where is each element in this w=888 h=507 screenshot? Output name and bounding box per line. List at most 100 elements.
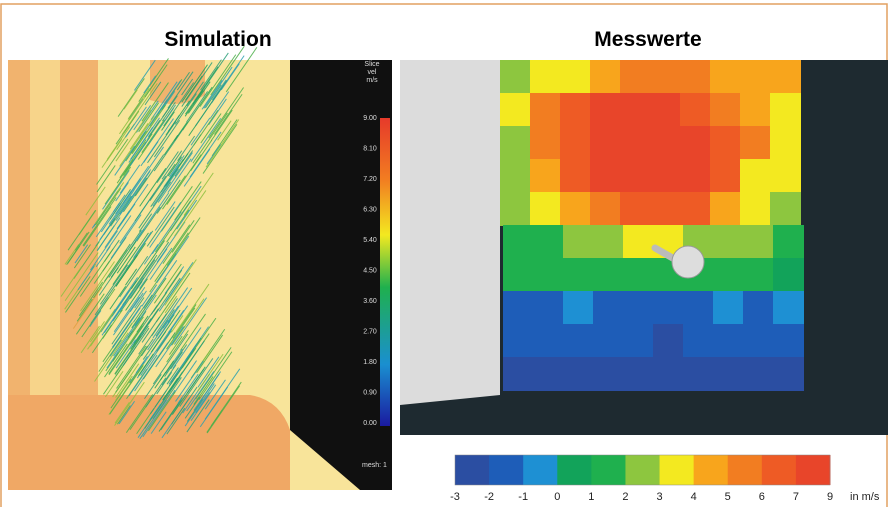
heat-cell (623, 357, 654, 391)
heat-cell (530, 126, 561, 160)
scale-tick-label: 9.00 (363, 115, 377, 122)
heat-cell (533, 357, 564, 391)
scale-tick-label: 2.70 (363, 329, 377, 336)
heat-cell (743, 258, 774, 292)
legend-swatch (660, 455, 695, 485)
heat-cell (623, 225, 654, 259)
heat-cell (710, 60, 741, 94)
heat-cell (683, 357, 714, 391)
scale-header: vel (368, 69, 377, 76)
legend-tick-label: -2 (484, 491, 494, 503)
heat-cell (560, 159, 591, 193)
heat-cell (590, 60, 621, 94)
legend-tick-label: 2 (622, 491, 628, 503)
heat-cell (773, 225, 804, 259)
heat-cell (593, 291, 624, 325)
heat-cell (620, 93, 651, 127)
heat-cell (503, 324, 534, 358)
heat-cell (500, 93, 531, 127)
heat-cell (713, 225, 744, 259)
heat-cell (650, 93, 681, 127)
scale-tick-label: 0.00 (363, 420, 377, 427)
probe-head (672, 246, 704, 278)
heat-cell (560, 93, 591, 127)
heat-cell (620, 159, 651, 193)
heat-cell (500, 192, 531, 226)
heat-cell (680, 60, 711, 94)
legend-tick-label: 7 (793, 491, 799, 503)
heat-cell (503, 357, 534, 391)
heat-cell (680, 192, 711, 226)
heat-cell (533, 225, 564, 259)
heat-cell (533, 291, 564, 325)
heat-cell (620, 126, 651, 160)
heat-cell (773, 291, 804, 325)
heat-cell (590, 126, 621, 160)
heat-cell (530, 93, 561, 127)
heat-cell (530, 159, 561, 193)
legend-swatch (625, 455, 660, 485)
scale-tick-label: 4.50 (363, 268, 377, 275)
heat-cell (533, 324, 564, 358)
heat-cell (623, 291, 654, 325)
heat-cell (590, 192, 621, 226)
legend-tick-label: 1 (588, 491, 594, 503)
heat-cell (533, 258, 564, 292)
legend-tick-label: 9 (827, 491, 833, 503)
figure: Simulation Messwerte Slicevelm/s9.008.10… (0, 0, 888, 507)
scale-tick-label: 0.90 (363, 390, 377, 397)
heat-cell (740, 60, 771, 94)
heat-cell (563, 324, 594, 358)
heat-cell (563, 357, 594, 391)
heat-cell (713, 357, 744, 391)
heat-cell (530, 60, 561, 94)
heat-cell (563, 258, 594, 292)
legend-tick-label: 4 (691, 491, 697, 503)
legend-tick-label: -1 (518, 491, 528, 503)
heat-cell (593, 357, 624, 391)
legend-swatch (796, 455, 831, 485)
legend-tick-label: 5 (725, 491, 731, 503)
scale-header: m/s (366, 77, 378, 84)
scale-tick-label: 1.80 (363, 359, 377, 366)
legend-swatch (591, 455, 626, 485)
heat-cell (650, 60, 681, 94)
legend-unit: in m/s (850, 491, 880, 503)
legend-swatch (694, 455, 729, 485)
legend-tick-label: -3 (450, 491, 460, 503)
heat-cell (593, 225, 624, 259)
heat-cell (683, 291, 714, 325)
heat-cell (773, 324, 804, 358)
heat-cell (500, 159, 531, 193)
heat-cell (713, 324, 744, 358)
heat-cell (773, 258, 804, 292)
heat-cell (740, 192, 771, 226)
scale-tick-label: 3.60 (363, 298, 377, 305)
heat-cell (680, 159, 711, 193)
heat-cell (500, 60, 531, 94)
heat-cell (743, 357, 774, 391)
heat-cell (740, 93, 771, 127)
heat-cell (650, 192, 681, 226)
legend-tick-label: 6 (759, 491, 765, 503)
heat-cell (503, 225, 534, 259)
heat-cell (593, 258, 624, 292)
scale-tick-label: 8.10 (363, 146, 377, 153)
heat-cell (710, 159, 741, 193)
scale-footer: mesh: 1 (362, 462, 387, 469)
heat-cell (500, 126, 531, 160)
scale-tick-label: 7.20 (363, 176, 377, 183)
scale-tick-label: 6.30 (363, 207, 377, 214)
legend-swatch (489, 455, 524, 485)
heat-cell (653, 357, 684, 391)
heat-cell (743, 291, 774, 325)
heat-cell (770, 192, 801, 226)
legend-swatch (455, 455, 490, 485)
heat-cell (530, 192, 561, 226)
legend-tick-label: 0 (554, 491, 560, 503)
legend-swatch (728, 455, 763, 485)
heat-cell (743, 225, 774, 259)
heat-cell (563, 225, 594, 259)
heat-cell (650, 126, 681, 160)
